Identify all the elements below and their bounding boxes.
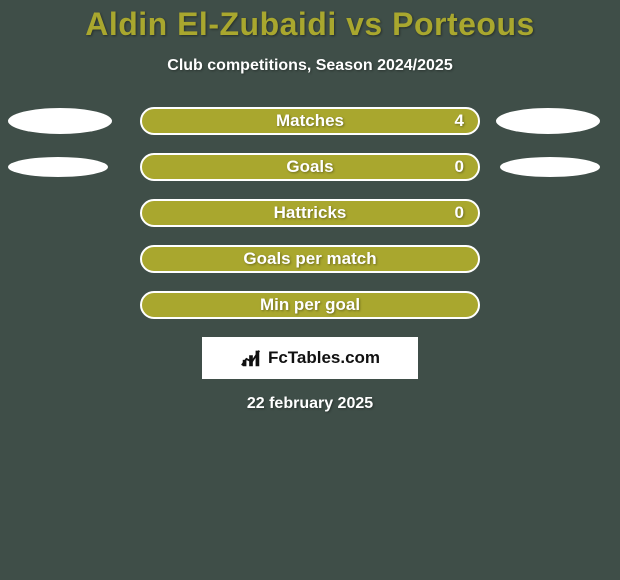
comparison-infographic: Aldin El-Zubaidi vs Porteous Club compet…	[0, 0, 620, 580]
stat-pill: Matches 4	[140, 107, 480, 135]
stat-row-matches: Matches 4	[0, 107, 620, 135]
stat-row-min-per-goal: Min per goal	[0, 291, 620, 319]
brand-text: FcTables.com	[268, 348, 380, 368]
right-ellipse	[496, 108, 600, 134]
bar-chart-icon	[240, 347, 262, 369]
stat-rows: Matches 4 Goals 0 Hattricks 0 Goals per …	[0, 107, 620, 319]
footer: FcTables.com 22 february 2025	[0, 337, 620, 413]
stat-pill: Hattricks 0	[140, 199, 480, 227]
stat-value: 0	[455, 157, 464, 177]
stat-label: Goals per match	[243, 249, 376, 269]
stat-value: 0	[455, 203, 464, 223]
stat-pill: Goals per match	[140, 245, 480, 273]
right-ellipse	[500, 157, 600, 177]
stat-label: Min per goal	[260, 295, 360, 315]
stat-row-goals: Goals 0	[0, 153, 620, 181]
left-ellipse	[8, 157, 108, 177]
stat-value: 4	[455, 111, 464, 131]
subtitle: Club competitions, Season 2024/2025	[0, 57, 620, 75]
stat-row-goals-per-match: Goals per match	[0, 245, 620, 273]
stat-label: Hattricks	[274, 203, 347, 223]
left-ellipse	[8, 108, 112, 134]
stat-row-hattricks: Hattricks 0	[0, 199, 620, 227]
stat-label: Matches	[276, 111, 344, 131]
stat-label: Goals	[286, 157, 333, 177]
date-text: 22 february 2025	[247, 395, 373, 413]
page-title: Aldin El-Zubaidi vs Porteous	[0, 0, 620, 43]
stat-pill: Goals 0	[140, 153, 480, 181]
brand-badge: FcTables.com	[202, 337, 418, 379]
stat-pill: Min per goal	[140, 291, 480, 319]
